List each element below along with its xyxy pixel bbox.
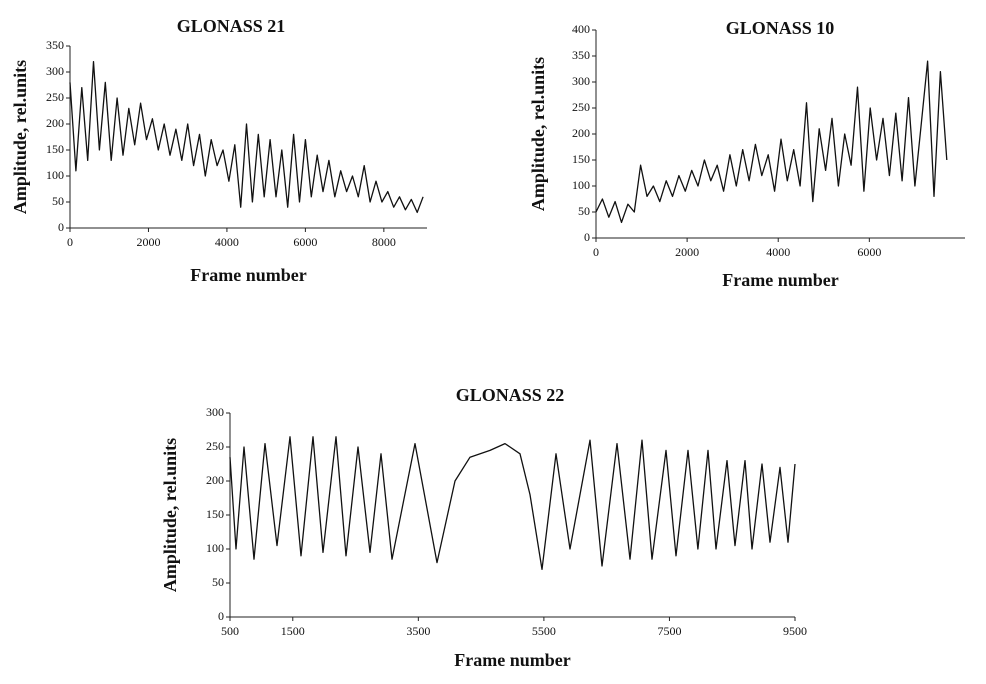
- y-axis-title: Amplitude, rel.units: [10, 60, 30, 214]
- y-tick-label: 250: [206, 439, 224, 453]
- x-axis-title: Frame number: [454, 650, 570, 670]
- y-tick-label: 150: [206, 507, 224, 521]
- y-tick-label: 200: [206, 473, 224, 487]
- data-line: [69, 60, 424, 214]
- chart-title: GLONASS 10: [726, 18, 835, 38]
- y-tick-label: 150: [46, 142, 64, 156]
- y-tick-label: 350: [572, 48, 590, 62]
- x-tick-label: 0: [67, 235, 73, 249]
- y-tick-label: 250: [46, 90, 64, 104]
- x-tick-label: 7500: [657, 624, 681, 638]
- data-line: [229, 436, 796, 571]
- x-tick-label: 2000: [136, 235, 160, 249]
- y-tick-label: 150: [572, 152, 590, 166]
- chart-title: GLONASS 21: [177, 16, 286, 36]
- y-tick-label: 0: [584, 230, 590, 244]
- y-tick-label: 200: [572, 126, 590, 140]
- y-tick-label: 0: [218, 609, 224, 623]
- x-tick-label: 3500: [406, 624, 430, 638]
- y-tick-label: 400: [572, 22, 590, 36]
- y-tick-label: 50: [52, 194, 64, 208]
- x-tick-label: 1500: [281, 624, 305, 638]
- x-tick-label: 8000: [372, 235, 396, 249]
- x-tick-label: 5500: [532, 624, 556, 638]
- x-tick-label: 0: [593, 245, 599, 259]
- y-tick-label: 0: [58, 220, 64, 234]
- x-axis-title: Frame number: [190, 265, 306, 285]
- x-tick-label: 6000: [857, 245, 881, 259]
- y-tick-label: 300: [46, 64, 64, 78]
- y-axis-title: Amplitude, rel.units: [528, 57, 548, 211]
- x-tick-label: 4000: [215, 235, 239, 249]
- y-tick-label: 50: [578, 204, 590, 218]
- y-tick-label: 100: [572, 178, 590, 192]
- y-tick-label: 100: [206, 541, 224, 555]
- chart-title: GLONASS 22: [456, 385, 565, 405]
- y-tick-label: 250: [572, 100, 590, 114]
- y-tick-label: 200: [46, 116, 64, 130]
- y-tick-label: 100: [46, 168, 64, 182]
- y-tick-label: 300: [572, 74, 590, 88]
- y-tick-label: 300: [206, 405, 224, 419]
- y-tick-label: 50: [212, 575, 224, 589]
- x-axis-title: Frame number: [722, 270, 838, 290]
- x-tick-label: 9500: [783, 624, 807, 638]
- x-tick-label: 4000: [766, 245, 790, 259]
- x-tick-label: 6000: [293, 235, 317, 249]
- x-tick-label: 500: [221, 624, 239, 638]
- y-axis-title: Amplitude, rel.units: [160, 438, 180, 592]
- x-tick-label: 2000: [675, 245, 699, 259]
- data-line: [595, 60, 948, 224]
- y-tick-label: 350: [46, 38, 64, 52]
